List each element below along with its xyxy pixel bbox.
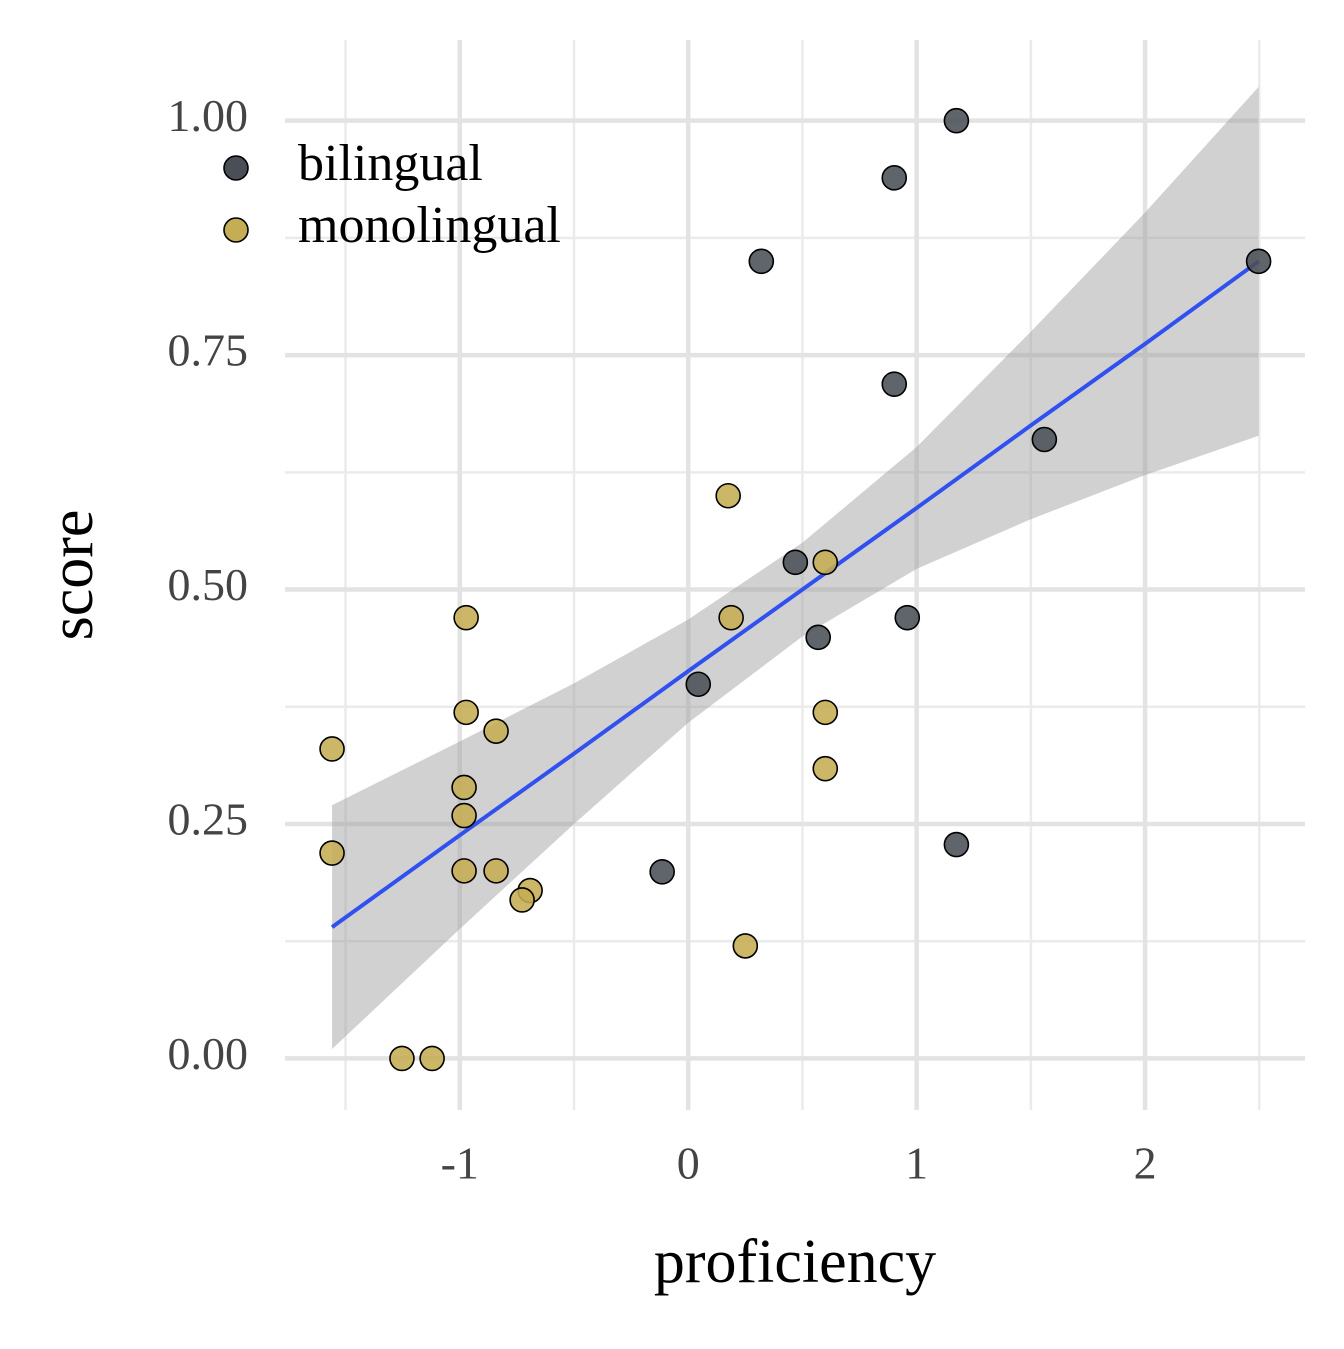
point xyxy=(881,371,908,397)
y-tick-label: 0.00 xyxy=(168,1028,249,1079)
legend-marker xyxy=(223,155,249,181)
point xyxy=(509,887,535,913)
point xyxy=(805,624,831,651)
point xyxy=(649,859,675,885)
x-tick-label: -1 xyxy=(441,1138,479,1189)
point xyxy=(782,549,809,576)
point xyxy=(748,248,775,275)
point xyxy=(451,774,477,801)
point xyxy=(685,671,712,698)
point xyxy=(451,858,477,884)
grid xyxy=(285,40,1305,1110)
x-axis-title: proficiency xyxy=(654,1228,936,1296)
point xyxy=(319,736,345,762)
point xyxy=(715,482,741,509)
legend-marker xyxy=(223,217,249,243)
point xyxy=(1031,426,1058,453)
x-tick-label: 1 xyxy=(905,1138,928,1189)
point xyxy=(483,858,509,884)
point xyxy=(483,718,509,744)
legend-label: monolingual xyxy=(298,197,561,254)
x-tick-label: 0 xyxy=(677,1138,700,1189)
point xyxy=(881,165,908,191)
y-tick-label: 0.25 xyxy=(168,794,249,845)
point xyxy=(732,933,759,959)
point xyxy=(453,604,479,631)
point xyxy=(389,1045,415,1072)
fit-line xyxy=(330,259,1260,929)
point xyxy=(419,1045,445,1072)
point xyxy=(943,107,970,134)
point xyxy=(451,802,477,829)
point xyxy=(319,840,345,866)
y-axis-title: score xyxy=(38,510,106,641)
point xyxy=(943,831,970,858)
y-tick-label: 0.75 xyxy=(168,325,249,376)
points-layer xyxy=(319,107,1272,1072)
point xyxy=(812,755,839,782)
x-tick-label: 2 xyxy=(1134,1138,1157,1189)
point xyxy=(718,604,744,631)
point xyxy=(1245,248,1272,275)
y-tick-label: 1.00 xyxy=(168,90,249,141)
legend-label: bilingual xyxy=(298,135,483,192)
point xyxy=(453,699,479,726)
point xyxy=(812,699,839,726)
point xyxy=(812,549,839,576)
y-tick-label: 0.50 xyxy=(168,559,249,610)
point xyxy=(894,604,921,631)
